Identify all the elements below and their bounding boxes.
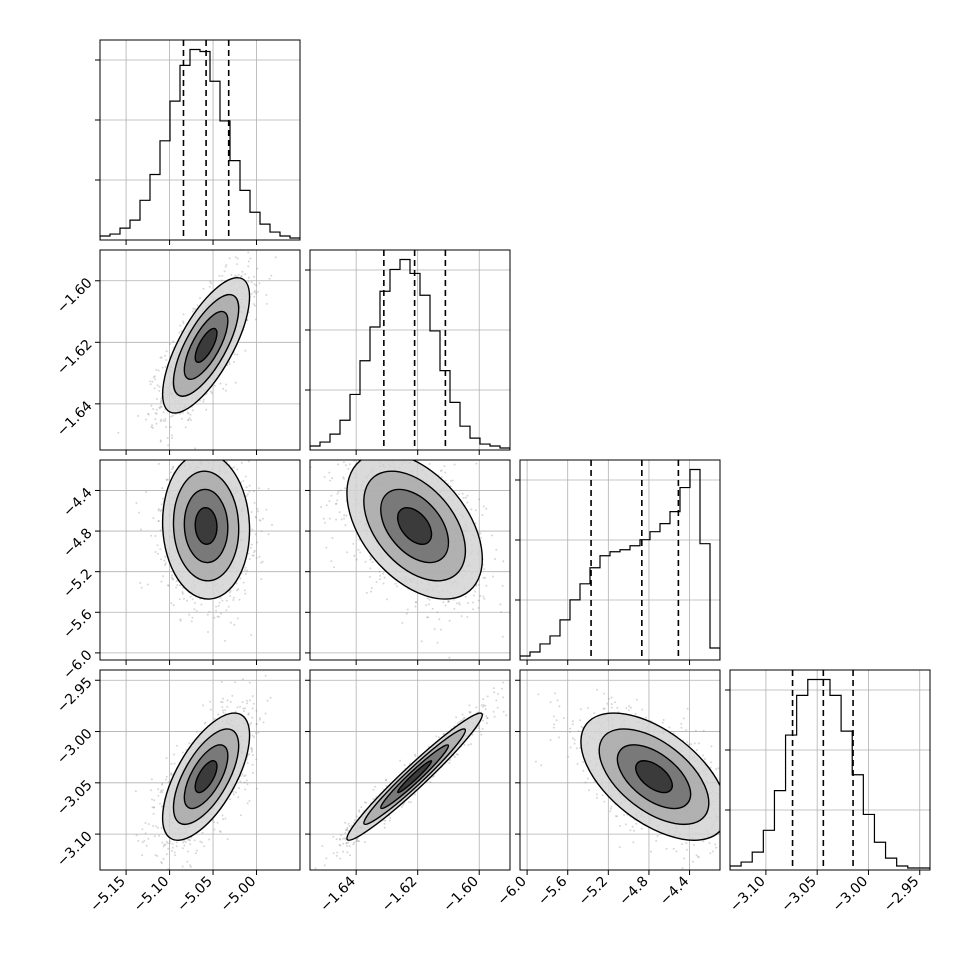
- y-tick-label: −2.95: [54, 675, 96, 717]
- scatter-panel-3-2: [519, 669, 721, 871]
- scatter-panel-2-1: [309, 459, 511, 661]
- x-axis-1: −1.64 −1.62 −1.60: [317, 870, 482, 915]
- y-tick-label: −1.62: [54, 337, 96, 379]
- panel-frame: [99, 459, 301, 661]
- panel-frame: [729, 669, 931, 871]
- histogram-series-3: [730, 678, 930, 870]
- x-tick-label: −4.4: [657, 873, 692, 908]
- x-tick-label: −5.00: [218, 874, 260, 916]
- scatter-panel-3-1: [309, 669, 511, 871]
- panel-frame: [519, 669, 721, 871]
- y-tick-label: −1.64: [54, 398, 96, 440]
- histogram-panel-2: [515, 459, 721, 661]
- y-tick-label: −3.05: [54, 777, 96, 819]
- x-tick-label: −5.6: [535, 873, 570, 908]
- x-tick-label: −5.2: [576, 874, 611, 909]
- x-axis-3: −3.10 −3.05 −3.00 −2.95: [727, 870, 923, 916]
- x-axis-0: −5.15 −5.10 −5.05 −5.00: [87, 870, 259, 915]
- y-tick-label: −5.6: [60, 607, 95, 642]
- x-tick-label: −5.15: [87, 874, 129, 916]
- histogram-panel-1: [305, 249, 511, 451]
- panel-frame: [309, 669, 511, 871]
- panel-frame: [99, 669, 301, 871]
- y-tick-label: −3.00: [54, 726, 96, 768]
- x-tick-label: −5.10: [131, 874, 173, 916]
- y-tick-label: −4.4: [60, 485, 95, 520]
- histogram-series-1: [310, 258, 510, 450]
- x-tick-label: −1.62: [379, 874, 421, 916]
- y-tick-label: −3.10: [54, 828, 96, 870]
- contour-level-0: [396, 507, 433, 545]
- x-tick-label: −2.95: [881, 874, 923, 916]
- contour-level-0: [635, 760, 673, 794]
- y-axis-2: −6.0 −5.6 −5.2 −4.8 −4.4: [60, 485, 100, 683]
- y-axis-3: −3.10 −3.05 −3.00 −2.95: [54, 675, 100, 870]
- scatter-panel-1-0: [99, 249, 301, 451]
- x-tick-label: −1.64: [317, 873, 359, 915]
- panel-frame: [99, 39, 301, 241]
- panel-frame: [99, 249, 301, 451]
- contour-level-0: [194, 760, 218, 794]
- x-tick-label: −3.00: [830, 874, 872, 916]
- panel-frame: [309, 249, 511, 451]
- y-tick-label: −1.60: [54, 275, 96, 317]
- histogram-panel-3: [725, 669, 931, 871]
- y-tick-label: −4.8: [60, 525, 95, 560]
- x-tick-label: −3.10: [727, 874, 769, 916]
- x-tick-label: −4.8: [616, 874, 651, 909]
- scatter-panel-3-0: [99, 669, 301, 871]
- contour-level-0: [194, 507, 218, 545]
- histogram-series-2: [520, 468, 720, 660]
- histogram-panel-0: [95, 39, 301, 241]
- x-tick-label: −3.05: [778, 874, 820, 916]
- x-tick-label: −5.05: [174, 874, 216, 916]
- contour-level-0: [396, 760, 433, 794]
- x-tick-label: −6.0: [495, 874, 530, 909]
- scatter-panel-2-0: [99, 459, 301, 661]
- contour-level-0: [194, 327, 218, 364]
- x-axis-2: −6.0 −5.6 −5.2 −4.8 −4.4: [495, 870, 692, 909]
- panel-frame: [309, 459, 511, 661]
- y-tick-label: −5.2: [60, 566, 95, 601]
- x-tick-label: −1.60: [440, 874, 482, 916]
- y-axis-1: −1.64 −1.62 −1.60: [54, 275, 100, 440]
- y-tick-label: −6.0: [60, 647, 95, 682]
- panel-frame: [519, 459, 721, 661]
- histogram-series-0: [100, 48, 300, 240]
